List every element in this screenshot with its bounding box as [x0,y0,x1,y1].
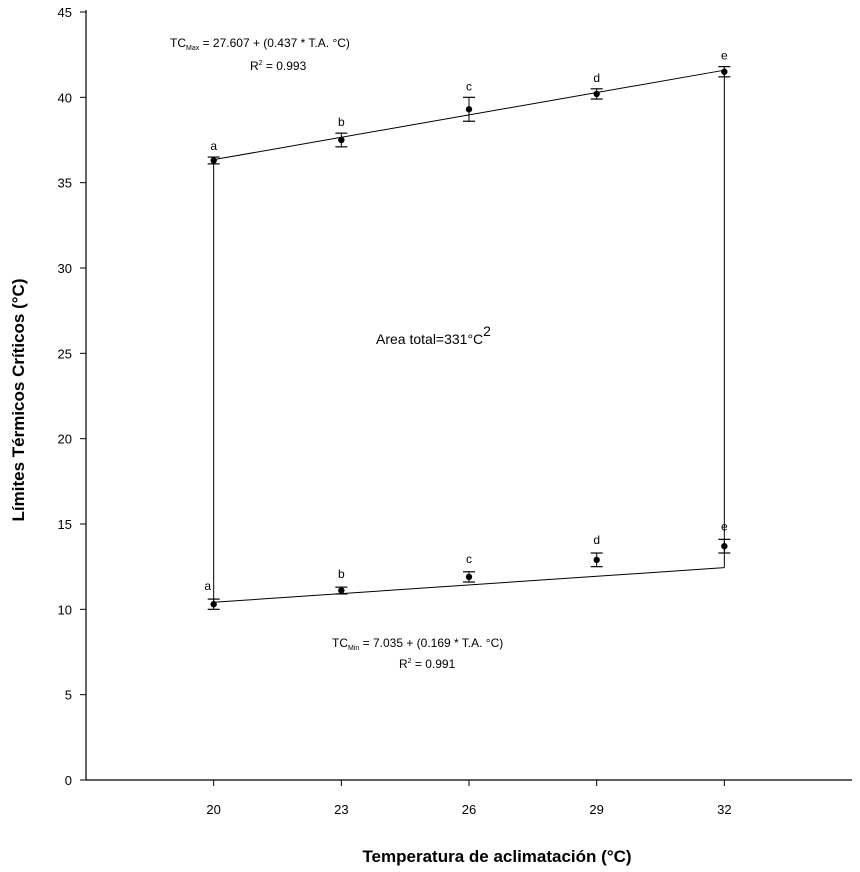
x-axis-title: Temperatura de aclimatación (°C) [362,847,631,866]
data-point-max [721,68,728,75]
group-letter-min: d [593,533,600,547]
data-point-min [593,556,600,564]
regression-line-min [213,567,725,603]
x-tick-label: 32 [717,802,731,817]
x-tick-label: 23 [334,802,348,817]
y-axis-title: Límites Térmicos Críticos (°C) [9,279,28,522]
data-point-max [465,106,473,113]
min-r2-label: R2 = 0.991 [399,657,456,671]
y-tick-label: 25 [58,346,72,361]
data-point-max [210,157,217,164]
group-letter-max: e [721,49,728,63]
group-letter-max: b [338,115,345,129]
y-tick-label: 15 [58,517,72,532]
x-tick-label: 20 [206,802,220,817]
x-tick-label: 26 [462,802,476,817]
y-tick-label: 0 [65,773,72,788]
data-point-min [338,587,345,594]
y-tick-label: 5 [65,688,72,703]
group-letter-max: c [466,79,472,93]
data-point-max [593,90,600,98]
y-tick-label: 30 [58,261,72,276]
group-letter-min: e [721,519,728,533]
data-point-min [721,542,728,550]
max-equation-label: TCMax = 27.607 + (0.437 * T.A. °C) [170,36,350,52]
y-tick-label: 45 [58,5,72,20]
data-point-min [465,573,473,581]
group-letter-min: a [204,579,211,593]
max-r2-label: R2 = 0.993 [250,59,307,73]
group-letter-max: a [210,139,217,153]
group-letter-min: c [466,552,472,566]
y-tick-label: 35 [58,176,72,191]
group-letter-max: d [593,71,600,85]
data-point-min [210,601,217,608]
y-tick-label: 20 [58,432,72,447]
min-equation-label: TCMin = 7.035 + (0.169 * T.A. °C) [332,636,503,652]
y-tick-label: 40 [58,90,72,105]
x-tick-label: 29 [589,802,603,817]
y-tick-label: 10 [58,602,72,617]
group-letter-min: b [338,567,345,581]
data-point-max [338,136,345,144]
area-total-label: Area total=331°C2 [376,323,491,347]
